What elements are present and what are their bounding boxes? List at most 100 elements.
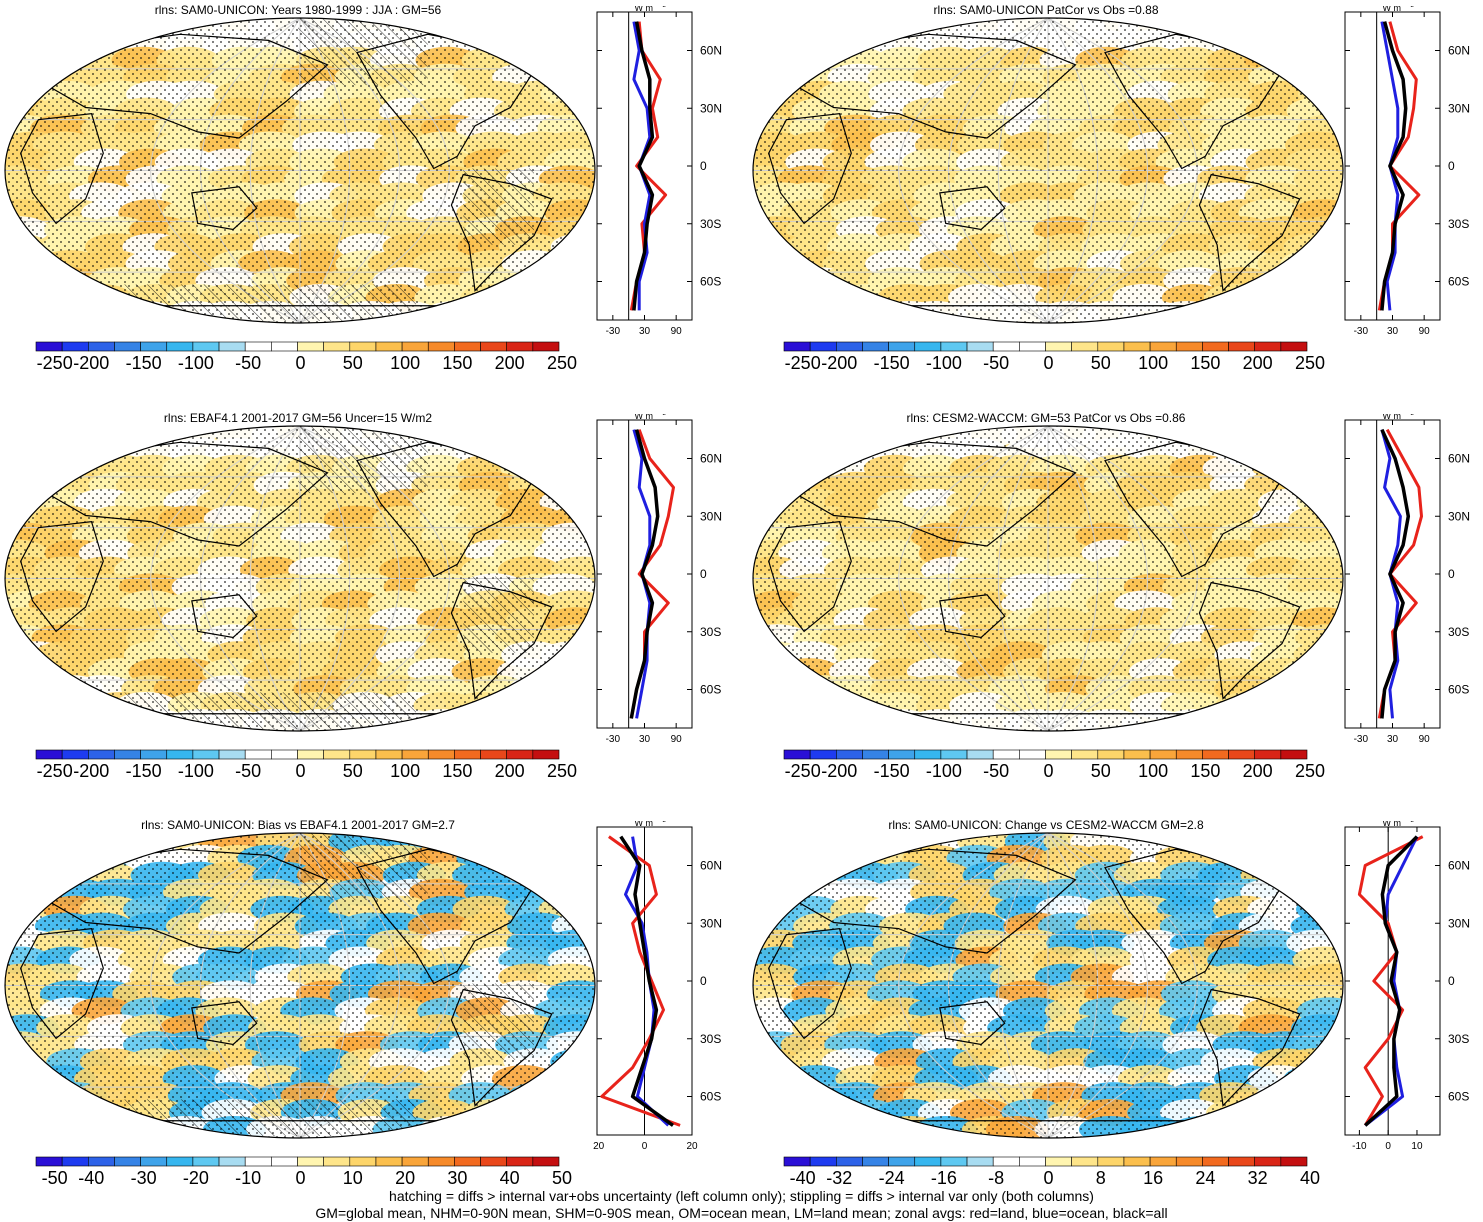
latitude-tick-label: 30N — [700, 916, 722, 930]
colorbar-tick-label: -10 — [235, 1168, 262, 1188]
latitude-tick-label: 30S — [700, 1032, 721, 1046]
latitude-tick-label: 30N — [1448, 101, 1470, 115]
latitude-tick-label: 0 — [700, 567, 707, 581]
colorbar-tick-label: 10 — [342, 1168, 363, 1188]
colorbar-tick-label: 0 — [1043, 353, 1054, 373]
world-map — [752, 832, 1344, 1139]
latitude-tick-label: 60S — [1448, 683, 1469, 697]
colorbar-tick-label: 24 — [1195, 1168, 1216, 1188]
colorbar-tick-label: -250 — [36, 353, 73, 373]
latitude-tick-label: 30N — [700, 101, 722, 115]
latitude-tick-label: 60S — [1448, 1090, 1469, 1104]
colorbar-tick-label: 150 — [1190, 761, 1221, 781]
units-superscript: -2 — [661, 6, 667, 9]
zonal-x-tick-label: 90 — [671, 326, 683, 337]
zonal-x-tick-label: -10 — [1352, 1141, 1367, 1152]
zonal-x-tick-label: 0 — [642, 1141, 648, 1152]
colorbar-tick-label: 0 — [295, 1168, 306, 1188]
panel-title: rlns: SAM0-UNICON: Bias vs EBAF4.1 2001-… — [141, 818, 455, 832]
colorbar-tick-label: 250 — [546, 353, 578, 373]
zonal-line-all — [629, 429, 660, 719]
colorbar-tick-label: -32 — [826, 1168, 853, 1188]
colorbar-tick-label: -50 — [41, 1168, 68, 1188]
zonal-x-tick-label: -20 — [593, 1141, 605, 1152]
world-map — [4, 425, 596, 732]
zonal-line-all — [1380, 21, 1408, 311]
zonal-mean-plot: 60N 30N 0 30S 60S -30 30 90 W m -2 — [1344, 414, 1470, 745]
zonal-x-tick-label: -30 — [1354, 734, 1369, 745]
world-map — [752, 425, 1344, 732]
zonal-line-all — [1380, 428, 1411, 719]
zonal-line-all — [1364, 835, 1419, 1127]
colorbar — [783, 749, 1308, 760]
zonal-line-land — [1357, 835, 1424, 1127]
colorbar — [35, 749, 560, 760]
zonal-line-land — [600, 835, 681, 1127]
colorbar-tick-label: -100 — [177, 761, 214, 781]
units-superscript: -2 — [1409, 821, 1415, 824]
panel-title: rlns: SAM0-UNICON: Years 1980-1999 : JJA… — [154, 3, 442, 17]
latitude-tick-label: 30N — [700, 509, 722, 523]
zonal-x-tick-label: -30 — [1354, 326, 1369, 337]
latitude-tick-label: 30S — [1448, 1032, 1469, 1046]
latitude-tick-label: 60N — [1448, 859, 1470, 873]
colorbar-tick-label: -150 — [125, 353, 162, 373]
colorbar-tick-label: -250 — [784, 761, 821, 781]
footer-note-legend: GM=global mean, NHM=0-90N mean, SHM=0-90… — [315, 1205, 1168, 1221]
units-superscript: -2 — [661, 414, 667, 417]
world-map — [4, 832, 596, 1139]
units-label: W m — [635, 821, 654, 828]
latitude-tick-label: 0 — [1448, 567, 1455, 581]
zonal-mean-plot: 60N 30N 0 30S 60S -10 0 10 W m -2 — [1344, 821, 1470, 1152]
colorbar-tick-label: -100 — [177, 353, 214, 373]
colorbar-tick-label: -150 — [873, 761, 910, 781]
colorbar-tick-label: -250 — [36, 761, 73, 781]
zonal-x-tick-label: 20 — [686, 1141, 698, 1152]
footer-note-hatching: hatching = diffs > internal var+obs unce… — [389, 1188, 1094, 1204]
colorbar-tick-label: -16 — [930, 1168, 957, 1188]
world-map — [4, 17, 596, 324]
panel-title: rlns: SAM0-UNICON: Change vs CESM2-WACCM… — [888, 818, 1204, 832]
zonal-line-all — [619, 835, 675, 1127]
zonal-mean-plot: 60N 30N 0 30S 60S -30 30 90 W m -2 — [1344, 6, 1470, 337]
latitude-tick-label: 0 — [1448, 974, 1455, 988]
colorbar-tick-label: 150 — [1190, 353, 1221, 373]
colorbar-tick-label: 250 — [1294, 353, 1326, 373]
colorbar-tick-label: 0 — [1043, 761, 1054, 781]
colorbar-tick-label: 50 — [551, 1168, 573, 1188]
colorbar-tick-label: 16 — [1143, 1168, 1164, 1188]
latitude-tick-label: 60N — [700, 452, 722, 466]
colorbar-tick-label: -250 — [784, 353, 821, 373]
colorbar-tick-label: 20 — [395, 1168, 416, 1188]
colorbar-tick-label: 50 — [1090, 761, 1111, 781]
colorbar-tick-label: -200 — [821, 761, 858, 781]
zonal-x-tick-label: 10 — [1411, 1141, 1423, 1152]
colorbar-tick-label: 100 — [1138, 353, 1169, 373]
colorbar-tick-label: -100 — [925, 761, 962, 781]
units-label: W m — [635, 414, 654, 421]
colorbar-tick-label: 250 — [546, 761, 578, 781]
zonal-line-ocean — [624, 836, 670, 1127]
latitude-tick-label: 30S — [700, 625, 721, 639]
colorbar-tick-label: 8 — [1095, 1168, 1106, 1188]
colorbar-tick-label: 200 — [1242, 761, 1273, 781]
colorbar-tick-label: -50 — [983, 353, 1010, 373]
colorbar-tick-label: 32 — [1247, 1168, 1268, 1188]
latitude-tick-label: 60S — [700, 683, 721, 697]
colorbar-tick-label: -40 — [789, 1168, 816, 1188]
colorbar-tick-label: -100 — [925, 353, 962, 373]
colorbar-tick-label: 200 — [494, 761, 525, 781]
latitude-tick-label: 60N — [1448, 44, 1470, 58]
units-superscript: -2 — [661, 821, 667, 824]
colorbar — [783, 1156, 1308, 1167]
zonal-mean-plot: 60N 30N 0 30S 60S -20 0 20 W m -2 — [593, 821, 722, 1152]
zonal-x-tick-label: 90 — [671, 734, 683, 745]
colorbar-tick-label: 30 — [447, 1168, 468, 1188]
colorbar-tick-label: 250 — [1294, 761, 1326, 781]
units-superscript: -2 — [1409, 6, 1415, 9]
zonal-x-tick-label: 30 — [1387, 326, 1399, 337]
colorbar-tick-label: 150 — [442, 761, 473, 781]
colorbar-tick-label: 40 — [1299, 1168, 1321, 1188]
latitude-tick-label: 0 — [1448, 159, 1455, 173]
panel-title: rlns: SAM0-UNICON PatCor vs Obs =0.88 — [933, 3, 1159, 17]
